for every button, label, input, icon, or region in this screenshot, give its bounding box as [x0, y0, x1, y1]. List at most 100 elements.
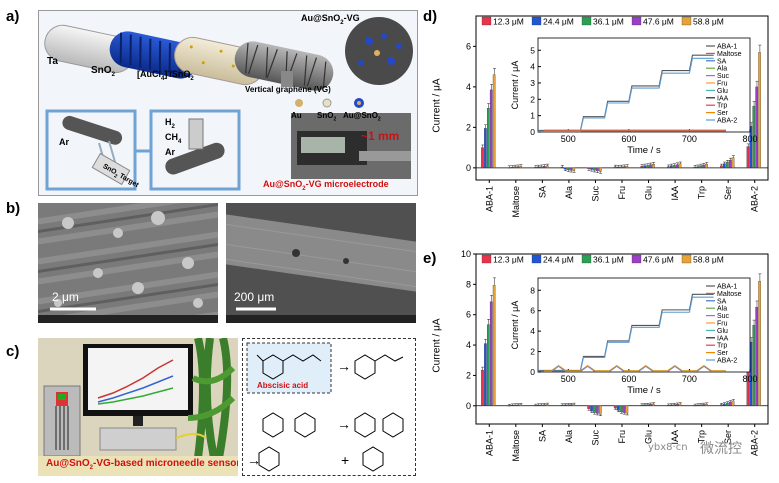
inset-legend-entry-7: IAA	[717, 335, 729, 342]
bar-Ala-0	[560, 404, 564, 406]
inset-x-tick-label: 600	[621, 134, 636, 144]
bar-Fru-0	[613, 405, 617, 409]
bar-Glu-3	[649, 164, 652, 169]
bar-SA-1	[537, 166, 540, 169]
bar-ABA-1-3	[489, 89, 493, 169]
panel-label-d: d)	[423, 8, 438, 25]
bar-IAA-3	[675, 404, 679, 406]
h2-label: H2	[165, 117, 175, 130]
sem-image-left: 2 μm	[38, 203, 218, 323]
x-tick-label-Ser: Ser	[723, 430, 733, 444]
sensor-label: Au@SnO2-VG-based microneedle sensor	[46, 458, 238, 471]
au-sno2-vg-top-label: Au@SnO2-VG	[301, 13, 360, 26]
vg-rod	[234, 41, 334, 91]
legend-entry-0: 12.3 μM	[493, 255, 524, 265]
sno2-legend-label: SnO2	[317, 111, 337, 123]
bar-Glu-2	[646, 404, 649, 406]
y-tick-label: 8	[466, 279, 471, 289]
bar-IAA-2	[672, 404, 676, 406]
bar-SA-4	[545, 165, 549, 169]
inset-y-tick-label: 6	[530, 306, 535, 316]
svg-text:→: →	[337, 416, 351, 432]
bar-SA-0	[534, 167, 537, 169]
bar-ABA-2-3	[755, 86, 758, 169]
bar-Maltose-1	[510, 167, 514, 169]
inset-legend-entry-6: Glu	[717, 328, 728, 335]
y-tick-label: 0	[466, 163, 471, 173]
inset-legend-entry-8: Trp	[717, 343, 727, 350]
bar-Trp-3	[702, 404, 705, 406]
bar-Maltose-2	[513, 404, 517, 406]
x-tick-label-Ala: Ala	[564, 186, 574, 199]
aba-structures: → → → +	[246, 342, 404, 472]
bar-Ser-1	[722, 163, 726, 169]
legend-swatch-1	[531, 16, 542, 26]
bar-Suc-4	[599, 405, 602, 415]
bar-IAA-0	[666, 166, 670, 169]
y-tick-label: 2	[466, 370, 471, 380]
panel-label-e: e)	[423, 250, 437, 267]
scale-bar-left: 2 μm	[52, 290, 79, 304]
legend-swatch-1	[531, 254, 542, 264]
x-tick-label-IAA: IAA	[670, 186, 680, 201]
x-tick-label-Maltose: Maltose	[511, 430, 521, 462]
bar-SA-3	[543, 166, 546, 169]
ch4-label: CH4	[165, 132, 182, 145]
inset-legend-entry-1: Maltose	[717, 51, 742, 58]
bar-Ser-3	[728, 160, 732, 169]
bar-Maltose-4	[519, 166, 523, 169]
inset-curve-interferent-8	[544, 365, 726, 372]
inset-legend-entry-1: Maltose	[717, 291, 742, 298]
bar-Suc-2	[593, 405, 596, 413]
abscisic-acid-label: Abscisic acid	[257, 381, 309, 390]
legend-entry-0: 12.3 μM	[493, 17, 524, 27]
bar-ABA-1-4	[492, 74, 496, 169]
bar-IAA-4	[678, 163, 682, 169]
inset-legend-entry-4: Suc	[717, 313, 730, 320]
bar-IAA-3	[675, 164, 679, 169]
inset-y-tick-label: 8	[530, 285, 535, 295]
inset-legend-entry-6: Glu	[717, 88, 728, 95]
bar-SA-4	[545, 404, 549, 406]
bar-Ser-4	[731, 157, 735, 169]
inset-ylabel: Current / μA	[510, 61, 520, 110]
aucl-label: [AuCl4]-/SnO2	[137, 69, 194, 82]
bar-ABA-1-1	[484, 128, 487, 169]
bar-Ser-2	[725, 162, 729, 169]
x-tick-label-Glu: Glu	[644, 430, 654, 444]
bar-Fru-4	[625, 166, 629, 169]
bar-Trp-4	[705, 164, 708, 169]
ausno2-legend-label: Au@SnO2	[343, 111, 381, 123]
legend-entry-3: 47.6 μM	[643, 255, 674, 265]
x-tick-label-Ser: Ser	[723, 186, 733, 200]
panel-label-c: c)	[6, 343, 20, 360]
inset-legend-entry-3: Ala	[717, 306, 727, 313]
inset-curve-aba2	[538, 57, 714, 132]
bar-Fru-1	[616, 166, 620, 169]
x-tick-label-ABA-2: ABA-2	[750, 186, 760, 212]
inset-y-tick-label: 4	[530, 326, 535, 336]
inset-legend-entry-5: Fru	[717, 321, 728, 328]
bar-Maltose-0	[507, 405, 511, 407]
d-ylabel: Current / μA	[431, 78, 443, 133]
legend-swatch-4	[681, 16, 692, 26]
inset-x-tick-label: 700	[682, 134, 697, 144]
x-tick-label-Maltose: Maltose	[511, 186, 521, 218]
inset-legend-entry-10: ABA-2	[717, 358, 737, 365]
bar-Glu-1	[643, 404, 646, 406]
mm-label: ~1 mm	[361, 129, 400, 143]
inset-ylabel: Current / μA	[510, 301, 520, 350]
bar-IAA-0	[666, 405, 670, 406]
inset-curve-interferent-7	[544, 365, 726, 372]
inset-legend-entry-9: Ser	[717, 110, 729, 117]
inset-y-tick-label: 3	[530, 78, 535, 88]
bar-Ser-2	[725, 402, 729, 406]
e-ylabel: Current / μA	[431, 318, 443, 373]
x-tick-label-Glu: Glu	[644, 186, 654, 200]
bar-ABA-2-1	[749, 126, 753, 169]
inset-legend-entry-7: IAA	[717, 95, 729, 102]
bar-Maltose-1	[510, 405, 514, 406]
bar-Suc-1	[590, 167, 593, 170]
inset-x-tick-label: 500	[561, 374, 576, 384]
